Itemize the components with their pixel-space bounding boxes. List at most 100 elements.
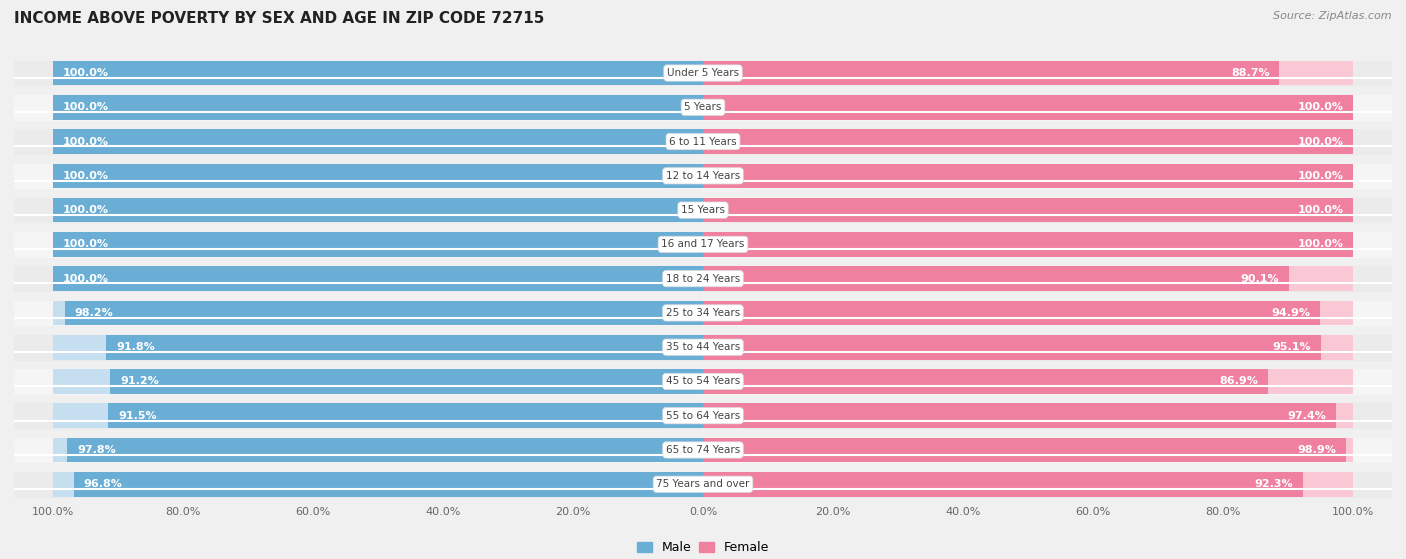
Text: 100.0%: 100.0% xyxy=(63,239,108,249)
Text: 90.1%: 90.1% xyxy=(1240,274,1279,283)
Text: 91.5%: 91.5% xyxy=(118,411,156,421)
Text: 88.7%: 88.7% xyxy=(1232,68,1270,78)
Bar xyxy=(703,163,1353,188)
Text: 92.3%: 92.3% xyxy=(1254,479,1294,489)
Bar xyxy=(703,335,1353,359)
Text: 97.4%: 97.4% xyxy=(1288,411,1326,421)
Bar xyxy=(53,369,703,394)
Text: 18 to 24 Years: 18 to 24 Years xyxy=(666,274,740,283)
Bar xyxy=(703,404,1336,428)
Bar xyxy=(14,129,1392,154)
Bar xyxy=(75,472,703,496)
Bar xyxy=(67,438,703,462)
Bar xyxy=(703,369,1268,394)
Text: 100.0%: 100.0% xyxy=(1298,136,1343,146)
Bar xyxy=(703,129,1353,154)
Bar xyxy=(53,232,703,257)
Text: 100.0%: 100.0% xyxy=(63,102,108,112)
Bar xyxy=(53,129,703,154)
Bar xyxy=(53,472,703,496)
Bar xyxy=(53,198,703,222)
Text: 45 to 54 Years: 45 to 54 Years xyxy=(666,376,740,386)
Bar xyxy=(703,129,1353,154)
Bar xyxy=(107,335,703,359)
Text: 98.2%: 98.2% xyxy=(75,308,114,318)
Bar xyxy=(14,335,1392,359)
Bar xyxy=(703,163,1353,188)
Bar xyxy=(703,61,1353,86)
Bar xyxy=(14,472,1392,496)
Text: 100.0%: 100.0% xyxy=(63,136,108,146)
Bar xyxy=(703,232,1353,257)
Text: 91.8%: 91.8% xyxy=(117,342,155,352)
Text: 94.9%: 94.9% xyxy=(1271,308,1310,318)
Bar xyxy=(53,266,703,291)
Bar xyxy=(65,301,703,325)
Bar xyxy=(703,95,1353,120)
Bar xyxy=(14,438,1392,462)
Text: 98.9%: 98.9% xyxy=(1298,445,1336,455)
Text: Under 5 Years: Under 5 Years xyxy=(666,68,740,78)
Bar xyxy=(108,404,703,428)
Text: 5 Years: 5 Years xyxy=(685,102,721,112)
Bar xyxy=(703,266,1288,291)
Text: 100.0%: 100.0% xyxy=(63,171,108,181)
Bar xyxy=(703,472,1353,496)
Bar xyxy=(14,95,1392,120)
Text: 55 to 64 Years: 55 to 64 Years xyxy=(666,411,740,421)
Bar xyxy=(703,301,1320,325)
Bar xyxy=(53,335,703,359)
Bar xyxy=(14,232,1392,257)
Text: 100.0%: 100.0% xyxy=(1298,239,1343,249)
Bar xyxy=(703,472,1303,496)
Text: 35 to 44 Years: 35 to 44 Years xyxy=(666,342,740,352)
Bar xyxy=(14,163,1392,188)
Bar xyxy=(703,232,1353,257)
Bar xyxy=(703,266,1353,291)
Text: INCOME ABOVE POVERTY BY SEX AND AGE IN ZIP CODE 72715: INCOME ABOVE POVERTY BY SEX AND AGE IN Z… xyxy=(14,11,544,26)
Bar xyxy=(53,95,703,120)
Text: 100.0%: 100.0% xyxy=(63,274,108,283)
Bar xyxy=(53,301,703,325)
Bar xyxy=(53,266,703,291)
Bar xyxy=(703,301,1353,325)
Text: 16 and 17 Years: 16 and 17 Years xyxy=(661,239,745,249)
Bar xyxy=(53,61,703,86)
Text: 25 to 34 Years: 25 to 34 Years xyxy=(666,308,740,318)
Text: 96.8%: 96.8% xyxy=(83,479,122,489)
Text: 6 to 11 Years: 6 to 11 Years xyxy=(669,136,737,146)
Legend: Male, Female: Male, Female xyxy=(631,537,775,559)
Bar xyxy=(14,61,1392,86)
Bar xyxy=(703,369,1353,394)
Bar xyxy=(53,232,703,257)
Bar xyxy=(53,95,703,120)
Bar xyxy=(14,369,1392,394)
Bar xyxy=(53,129,703,154)
Bar xyxy=(14,404,1392,428)
Bar xyxy=(703,198,1353,222)
Text: 97.8%: 97.8% xyxy=(77,445,115,455)
Bar xyxy=(53,198,703,222)
Text: 100.0%: 100.0% xyxy=(63,205,108,215)
Bar xyxy=(53,404,703,428)
Text: 12 to 14 Years: 12 to 14 Years xyxy=(666,171,740,181)
Bar xyxy=(703,335,1322,359)
Bar xyxy=(14,266,1392,291)
Bar xyxy=(703,438,1353,462)
Bar xyxy=(14,198,1392,222)
Text: 75 Years and over: 75 Years and over xyxy=(657,479,749,489)
Bar xyxy=(53,438,703,462)
Bar xyxy=(703,61,1279,86)
Text: 100.0%: 100.0% xyxy=(1298,205,1343,215)
Bar xyxy=(703,198,1353,222)
Bar xyxy=(703,438,1346,462)
Text: 100.0%: 100.0% xyxy=(63,68,108,78)
Bar xyxy=(53,163,703,188)
Bar xyxy=(14,301,1392,325)
Text: 91.2%: 91.2% xyxy=(120,376,159,386)
Bar xyxy=(703,404,1353,428)
Text: 100.0%: 100.0% xyxy=(1298,171,1343,181)
Bar xyxy=(53,61,703,86)
Bar xyxy=(53,163,703,188)
Text: Source: ZipAtlas.com: Source: ZipAtlas.com xyxy=(1274,11,1392,21)
